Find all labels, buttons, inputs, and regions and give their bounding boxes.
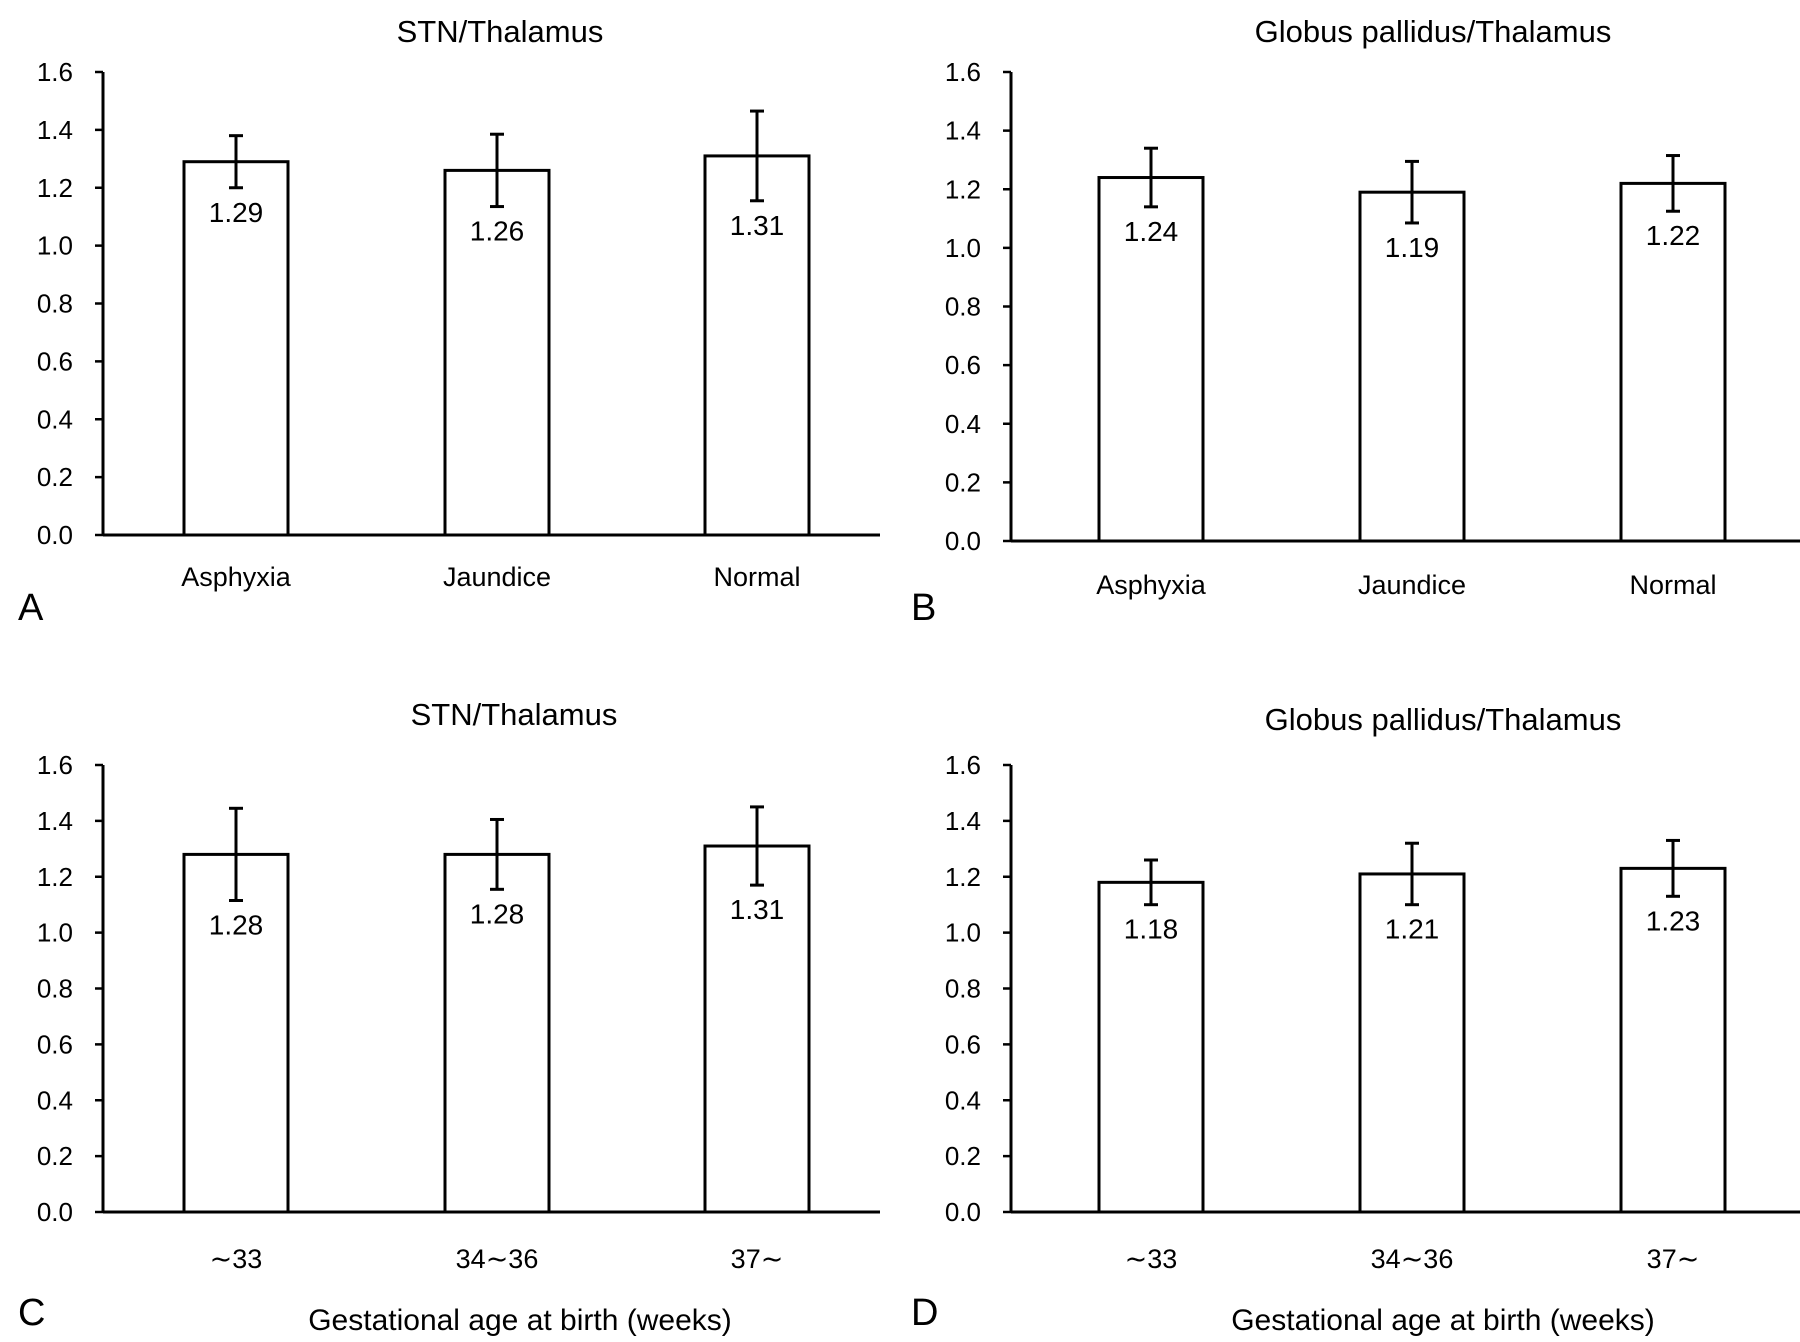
panel-label-a: A	[18, 587, 44, 629]
y-tick-label-a-5: 1.0	[37, 231, 73, 261]
y-tick-label-b-4: 0.8	[945, 292, 981, 322]
y-tick-label-a-8: 1.6	[37, 57, 73, 87]
x-tick-label-a-2: Normal	[713, 562, 800, 592]
y-tick-label-a-7: 1.4	[37, 115, 73, 145]
data-label-b-2: 1.22	[1646, 220, 1701, 251]
x-tick-label-d-1: 34∼36	[1371, 1244, 1454, 1274]
y-tick-label-c-3: 0.6	[37, 1029, 73, 1059]
panel-label-d: D	[911, 1292, 938, 1334]
y-tick-label-c-5: 1.0	[37, 918, 73, 948]
x-axis-title-c: Gestational age at birth (weeks)	[308, 1304, 732, 1337]
bar-b-1	[1358, 190, 1466, 543]
y-tick-label-b-6: 1.2	[945, 174, 981, 204]
y-tick-label-d-1: 0.2	[945, 1141, 981, 1171]
data-label-c-2: 1.31	[730, 894, 785, 925]
y-tick-label-a-3: 0.6	[37, 346, 73, 376]
data-label-a-2: 1.31	[730, 210, 785, 241]
y-tick-label-d-0: 0.0	[945, 1197, 981, 1227]
data-label-b-1: 1.19	[1385, 232, 1440, 263]
data-label-d-2: 1.23	[1646, 905, 1701, 936]
panel-label-b: B	[911, 587, 936, 629]
x-tick-label-b-1: Jaundice	[1358, 570, 1466, 600]
chart-title-a: STN/Thalamus	[397, 14, 604, 49]
x-tick-label-d-2: 37∼	[1647, 1244, 1700, 1274]
y-tick-label-d-7: 1.4	[945, 806, 981, 836]
data-label-a-0: 1.29	[209, 197, 264, 228]
y-tick-label-b-2: 0.4	[945, 409, 981, 439]
data-label-c-1: 1.28	[470, 898, 525, 929]
y-tick-label-a-2: 0.4	[37, 404, 73, 434]
y-tick-label-d-5: 1.0	[945, 918, 981, 948]
chart-title-c: STN/Thalamus	[411, 697, 618, 732]
x-tick-label-c-0: ∼33	[210, 1244, 263, 1274]
data-label-c-0: 1.28	[209, 909, 264, 940]
y-tick-label-c-1: 0.2	[37, 1141, 73, 1171]
y-tick-label-b-5: 1.0	[945, 233, 981, 263]
y-tick-label-c-7: 1.4	[37, 806, 73, 836]
x-tick-label-c-1: 34∼36	[456, 1244, 539, 1274]
y-tick-label-b-7: 1.4	[945, 116, 981, 146]
x-tick-label-d-0: ∼33	[1125, 1244, 1178, 1274]
data-label-b-0: 1.24	[1124, 216, 1179, 247]
y-tick-label-d-4: 0.8	[945, 974, 981, 1004]
y-tick-label-d-8: 1.6	[945, 750, 981, 780]
data-label-d-1: 1.21	[1385, 914, 1440, 945]
chart-title-b: Globus pallidus/Thalamus	[1255, 14, 1612, 49]
y-tick-label-c-4: 0.8	[37, 974, 73, 1004]
bar-b-2	[1619, 181, 1727, 543]
y-tick-label-a-6: 1.2	[37, 173, 73, 203]
y-tick-label-d-3: 0.6	[945, 1029, 981, 1059]
y-tick-label-a-0: 0.0	[37, 520, 73, 550]
y-tick-label-c-6: 1.2	[37, 862, 73, 892]
data-label-a-1: 1.26	[470, 216, 525, 247]
chart-title-d: Globus pallidus/Thalamus	[1265, 702, 1622, 737]
y-tick-label-b-0: 0.0	[945, 526, 981, 556]
x-tick-label-c-2: 37∼	[731, 1244, 784, 1274]
bar-d-1	[1358, 872, 1466, 1214]
bar-c-1	[443, 852, 551, 1214]
y-tick-label-c-0: 0.0	[37, 1197, 73, 1227]
bar-c-2	[703, 844, 811, 1214]
x-tick-label-a-1: Jaundice	[443, 562, 551, 592]
y-tick-label-b-1: 0.2	[945, 467, 981, 497]
x-tick-label-a-0: Asphyxia	[181, 562, 292, 592]
data-label-d-0: 1.18	[1124, 914, 1179, 945]
y-tick-label-c-2: 0.4	[37, 1085, 73, 1115]
y-tick-label-c-8: 1.6	[37, 750, 73, 780]
panel-label-c: C	[18, 1292, 45, 1334]
y-tick-label-d-2: 0.4	[945, 1085, 981, 1115]
y-tick-label-b-8: 1.6	[945, 57, 981, 87]
y-tick-label-b-3: 0.6	[945, 350, 981, 380]
bar-c-0	[182, 852, 290, 1214]
x-tick-label-b-2: Normal	[1629, 570, 1716, 600]
y-tick-label-d-6: 1.2	[945, 862, 981, 892]
y-tick-label-a-1: 0.2	[37, 462, 73, 492]
x-axis-title-d: Gestational age at birth (weeks)	[1231, 1304, 1655, 1337]
x-tick-label-b-0: Asphyxia	[1096, 570, 1207, 600]
y-tick-label-a-4: 0.8	[37, 289, 73, 319]
